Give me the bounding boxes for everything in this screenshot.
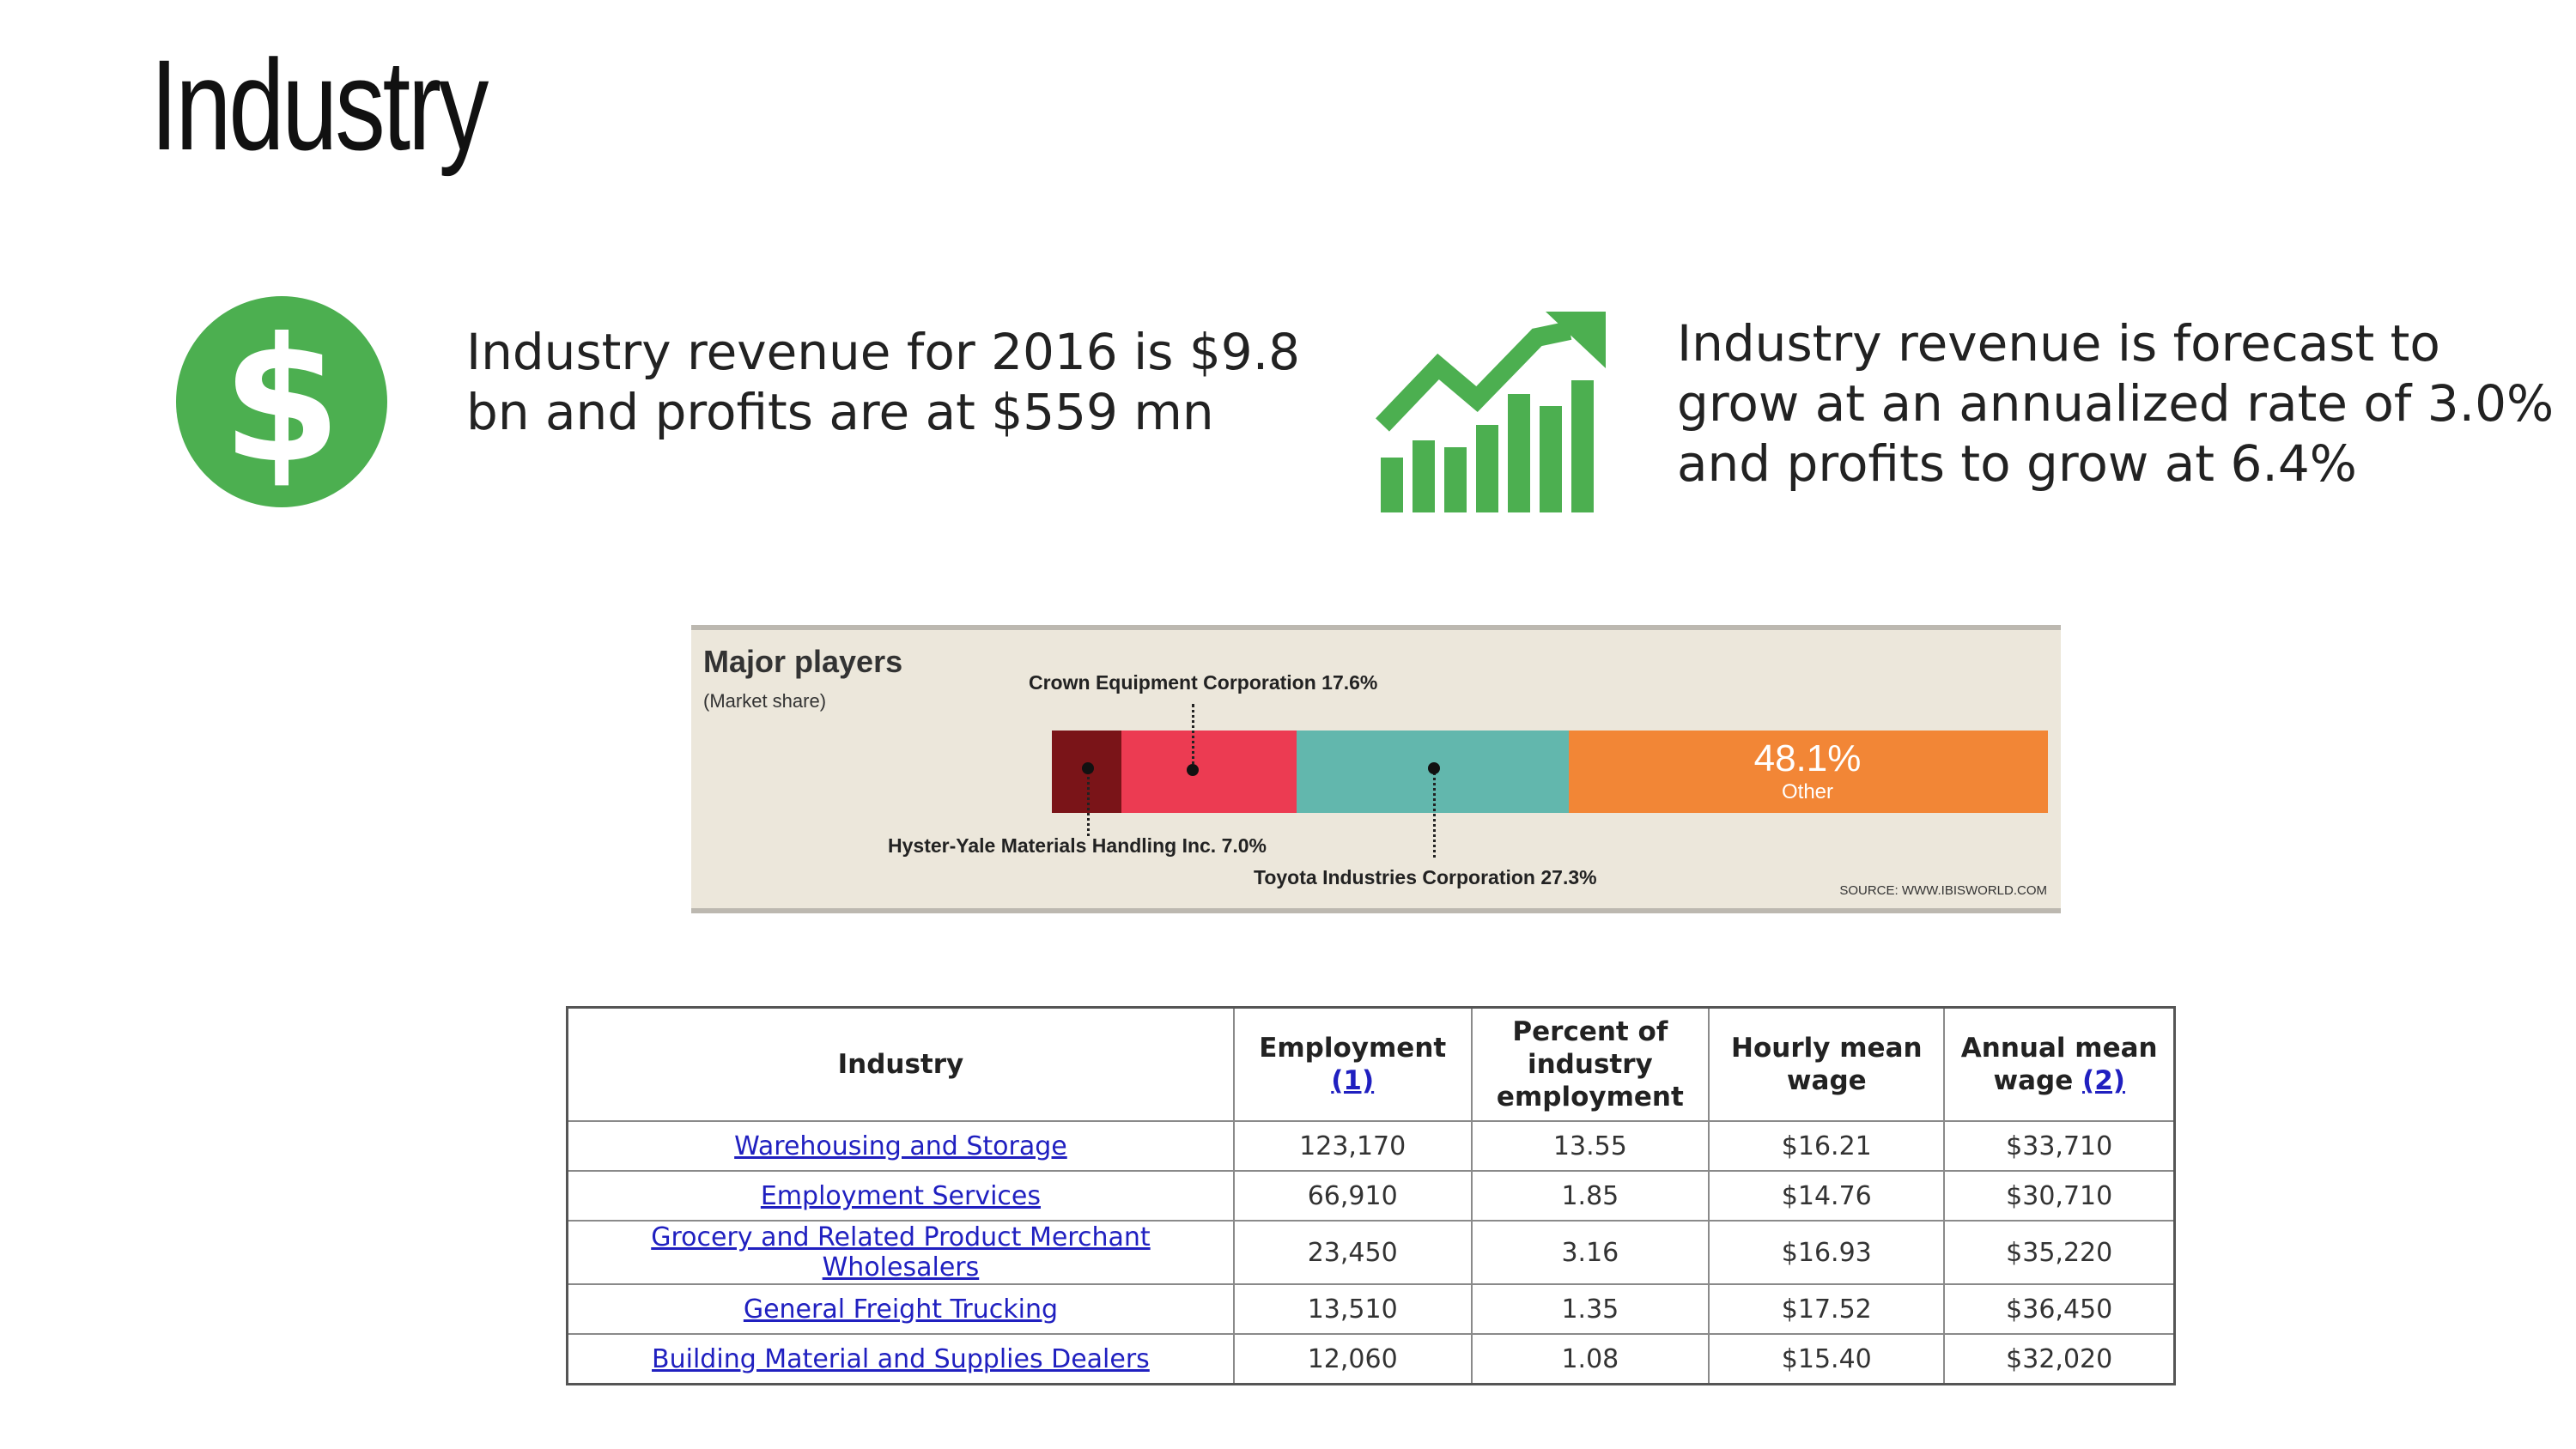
table-row: General Freight Trucking 13,510 1.35 $17…	[566, 1283, 2176, 1335]
major-players-subtitle: (Market share)	[703, 690, 827, 712]
cell-employment: 66,910	[1232, 1170, 1473, 1222]
cell-annual: $30,710	[1943, 1170, 2176, 1222]
major-players-title: Major players	[703, 644, 903, 679]
growth-chart-icon	[1376, 312, 1606, 512]
leader-crown-dot	[1187, 764, 1200, 776]
table-row: Grocery and Related Product Merchant Who…	[566, 1220, 2176, 1285]
cell-industry: Employment Services	[566, 1170, 1235, 1222]
cell-percent: 13.55	[1470, 1120, 1710, 1172]
other-percent: 48.1%	[1753, 737, 1862, 779]
bar-segment-crown	[1121, 731, 1297, 813]
employment-footnote-link[interactable]: (1)	[1331, 1065, 1375, 1096]
cell-employment: 123,170	[1232, 1120, 1473, 1172]
cell-employment: 13,510	[1232, 1283, 1473, 1335]
source-note: SOURCE: WWW.IBISWORLD.COM	[1839, 883, 2047, 898]
other-label: Other	[1781, 780, 1834, 803]
leader-toyota	[1432, 767, 1436, 858]
table-row: Warehousing and Storage 123,170 13.55 $1…	[566, 1120, 2176, 1172]
industry-link[interactable]: Employment Services	[760, 1180, 1042, 1211]
dollar-glyph: $	[222, 301, 342, 501]
cell-hourly: $15.40	[1708, 1333, 1946, 1385]
cell-hourly: $16.21	[1708, 1120, 1946, 1172]
header-annual-l2: wage	[1993, 1065, 2074, 1096]
leader-crown	[1192, 704, 1195, 771]
leader-hyster	[1086, 767, 1090, 836]
header-employment: Employment (1)	[1232, 1006, 1473, 1122]
cell-hourly: $16.93	[1708, 1220, 1946, 1285]
major-players-panel: Major players (Market share) Crown Equip…	[691, 625, 2061, 913]
header-hourly-l1: Hourly mean	[1731, 1033, 1923, 1064]
cell-percent: 1.08	[1470, 1333, 1710, 1385]
cell-employment: 23,450	[1232, 1220, 1473, 1285]
table-header-row: Industry Employment (1) Percent of indus…	[566, 1006, 2176, 1122]
revenue-stat: Industry revenue for 2016 is $9.8 bn and…	[466, 323, 1301, 441]
table-row: Building Material and Supplies Dealers 1…	[566, 1333, 2176, 1385]
header-percent-l3: employment	[1496, 1082, 1684, 1113]
label-toyota: Toyota Industries Corporation 27.3%	[1254, 866, 1597, 888]
page-title: Industry	[150, 33, 489, 177]
industry-link[interactable]: General Freight Trucking	[743, 1294, 1059, 1325]
annual-footnote-link[interactable]: (2)	[2082, 1065, 2125, 1096]
header-employment-label: Employment	[1259, 1033, 1447, 1064]
other-segment-text: 48.1% Other	[1567, 731, 2048, 813]
industry-link[interactable]: Warehousing and Storage	[734, 1131, 1067, 1161]
header-industry: Industry	[566, 1006, 1235, 1122]
cell-percent: 1.35	[1470, 1283, 1710, 1335]
cell-percent: 3.16	[1470, 1220, 1710, 1285]
header-percent: Percent of industry employment	[1470, 1006, 1710, 1122]
cell-hourly: $14.76	[1708, 1170, 1946, 1222]
cell-industry: Building Material and Supplies Dealers	[566, 1333, 1235, 1385]
label-hyster: Hyster-Yale Materials Handling Inc. 7.0%	[888, 834, 1267, 857]
header-percent-l2: industry	[1527, 1049, 1653, 1080]
header-annual-l1: Annual mean	[1960, 1033, 2158, 1064]
industry-link[interactable]: Building Material and Supplies Dealers	[652, 1343, 1150, 1374]
table-row: Employment Services 66,910 1.85 $14.76 $…	[566, 1170, 2176, 1222]
leader-toyota-dot	[1427, 762, 1440, 774]
cell-annual: $36,450	[1943, 1283, 2176, 1335]
header-percent-l1: Percent of	[1512, 1016, 1668, 1047]
cell-annual: $35,220	[1943, 1220, 2176, 1285]
cell-industry: General Freight Trucking	[566, 1283, 1235, 1335]
dollar-icon: $	[176, 296, 387, 507]
header-hourly-l2: wage	[1786, 1065, 1867, 1096]
cell-industry: Warehousing and Storage	[566, 1120, 1235, 1172]
leader-hyster-dot	[1081, 762, 1094, 774]
cell-industry: Grocery and Related Product Merchant Who…	[566, 1220, 1235, 1285]
header-annual: Annual mean wage (2)	[1943, 1006, 2176, 1122]
cell-annual: $32,020	[1943, 1333, 2176, 1385]
bar-segment-other	[1569, 731, 2048, 813]
industry-link[interactable]: Grocery and Related Product Merchant Who…	[651, 1222, 1151, 1282]
cell-hourly: $17.52	[1708, 1283, 1946, 1335]
label-crown: Crown Equipment Corporation 17.6%	[1029, 671, 1378, 694]
industry-table: Industry Employment (1) Percent of indus…	[566, 1006, 2176, 1385]
cell-annual: $33,710	[1943, 1120, 2176, 1172]
header-hourly: Hourly mean wage	[1708, 1006, 1946, 1122]
cell-percent: 1.85	[1470, 1170, 1710, 1222]
cell-employment: 12,060	[1232, 1333, 1473, 1385]
forecast-stat: Industry revenue is forecast to grow at …	[1677, 314, 2555, 493]
